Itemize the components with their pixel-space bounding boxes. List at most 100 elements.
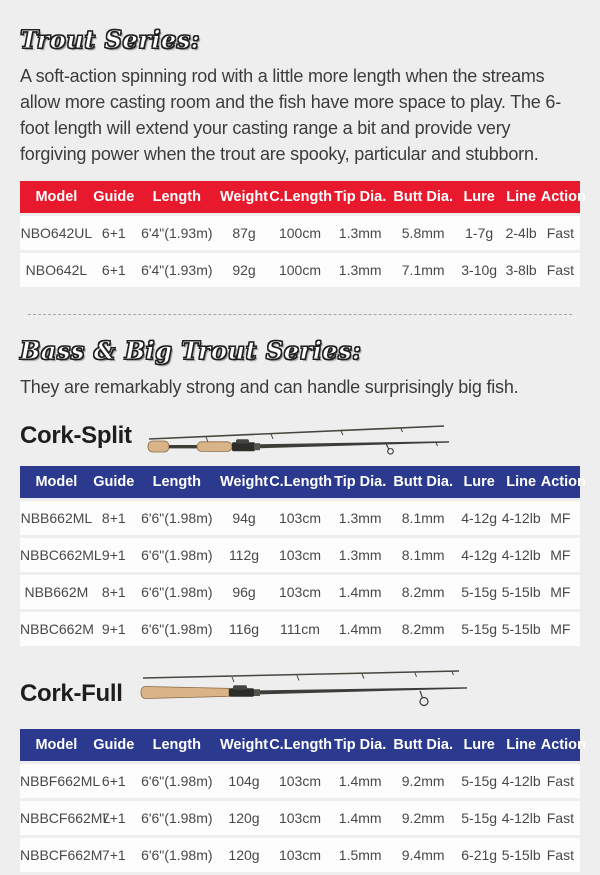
table-cell: 104g <box>218 764 270 798</box>
table-cell: 100cm <box>269 216 331 250</box>
table-row: NBBCF662M 7+1 6'6"(1.98m) 120g 103cm 1.5mm 9.4… <box>20 838 580 872</box>
table-cell: 120g <box>218 801 270 835</box>
table-cell: 103cm <box>269 501 331 535</box>
table-row: NBO642UL 6+1 6'4"(1.93m) 87g 100cm 1.3mm 5.8mm… <box>20 216 580 250</box>
table-cell: NBBC662ML <box>20 538 102 572</box>
table-cell: 7+1 <box>92 838 135 872</box>
table-cell: 6'6"(1.98m) <box>134 538 219 572</box>
table-row: NBO642L 6+1 6'4"(1.93m) 92g 100cm 1.3mm 7.1mm 3… <box>20 253 580 287</box>
table-cell: NBB662M <box>20 575 93 609</box>
table-cell: 6'4"(1.93m) <box>134 253 219 287</box>
trout-series-spec-table: Model Guide Length Weight C.Length Tip Dia. Bu… <box>20 178 586 290</box>
column-header: Weight <box>218 181 270 213</box>
table-cell: 6'6"(1.98m) <box>134 575 219 609</box>
table-cell: 7.1mm <box>389 253 457 287</box>
bass-series-heading: Bass & Big Trout Series: <box>20 336 362 365</box>
table-cell: Fast <box>540 801 580 835</box>
table-cell: 8+1 <box>92 575 135 609</box>
column-header: Tip Dia. <box>330 729 390 761</box>
table-cell: 9.2mm <box>389 801 457 835</box>
column-header: C.Length <box>269 181 332 213</box>
table-row: NBBF662ML 6+1 6'6"(1.98m) 104g 103cm 1.4mm 9.2… <box>20 764 580 798</box>
table-cell: 4-12lb <box>501 501 541 535</box>
table-cell: 111cm <box>269 612 331 646</box>
table-header: Model Guide Length Weight C.Length Tip Dia. Bu… <box>20 466 586 498</box>
table-cell: 103cm <box>269 838 331 872</box>
table-cell: 2-4lb <box>501 216 541 250</box>
column-header: Model <box>20 729 93 761</box>
column-header: Lure <box>456 466 502 498</box>
table-cell: 100cm <box>269 253 331 287</box>
column-header: Weight <box>218 729 270 761</box>
table-cell: 3-10g <box>456 253 502 287</box>
table-cell: 4-12g <box>456 538 502 572</box>
table-cell: 120g <box>218 838 270 872</box>
table-cell: 116g <box>218 612 270 646</box>
column-header: Weight <box>218 466 270 498</box>
table-cell: 5-15g <box>456 801 502 835</box>
table-cell: NBBF662ML <box>20 764 100 798</box>
column-header: Tip Dia. <box>330 181 390 213</box>
table-cell: NBBCF662M <box>20 838 102 872</box>
column-header: C.Length <box>269 466 332 498</box>
table-cell: 5.8mm <box>389 216 457 250</box>
column-header: Lure <box>456 181 502 213</box>
table-cell: 5-15g <box>456 575 502 609</box>
table-cell: Fast <box>540 838 580 872</box>
column-header: Tip Dia. <box>330 466 390 498</box>
column-header: Butt Dia. <box>389 729 457 761</box>
table-cell: 4-12g <box>456 501 502 535</box>
table-cell: 4-12lb <box>501 801 541 835</box>
table-cell: NBO642L <box>20 253 93 287</box>
table-cell: 87g <box>218 216 270 250</box>
table-cell: 103cm <box>269 538 331 572</box>
table-cell: 8.2mm <box>389 612 457 646</box>
column-header: Guide <box>92 181 135 213</box>
table-cell: 6'6"(1.98m) <box>134 838 219 872</box>
cork-full-label: Cork-Full <box>20 679 123 707</box>
column-header: Length <box>134 729 219 761</box>
table-cell: 1.3mm <box>330 501 390 535</box>
table-cell: 1.5mm <box>330 838 390 872</box>
table-cell: 8.1mm <box>389 501 457 535</box>
table-cell: MF <box>540 612 580 646</box>
table-cell: 8.2mm <box>389 575 457 609</box>
table-cell: 92g <box>218 253 270 287</box>
table-cell: 6'6"(1.98m) <box>134 801 219 835</box>
table-header: Model Guide Length Weight C.Length Tip Dia. Bu… <box>20 729 586 761</box>
column-header: Line <box>501 181 541 213</box>
table-cell: 9+1 <box>92 538 135 572</box>
table-cell: MF <box>540 575 580 609</box>
table-cell: 94g <box>218 501 270 535</box>
cork-split-spec-table: Model Guide Length Weight C.Length Tip Dia. Bu… <box>20 463 586 649</box>
table-cell: NBBCF662ML <box>20 801 110 835</box>
trout-series-description: A soft-action spinning rod with a little… <box>20 66 562 164</box>
column-header: Action <box>540 729 586 761</box>
cork-split-label: Cork-Split <box>20 421 132 449</box>
table-cell: Fast <box>540 216 580 250</box>
column-header: Guide <box>92 466 135 498</box>
cork-split-rod-image <box>146 410 451 461</box>
table-cell: 1-7g <box>456 216 502 250</box>
table-cell: 6+1 <box>92 764 135 798</box>
table-cell: 1.4mm <box>330 612 390 646</box>
cork-full-spec-table: Model Guide Length Weight C.Length Tip Dia. Bu… <box>20 726 586 875</box>
table-cell: 112g <box>218 538 270 572</box>
table-cell: 6'6"(1.98m) <box>134 612 219 646</box>
table-cell: 4-12lb <box>501 538 541 572</box>
table-cell: 9+1 <box>92 612 135 646</box>
table-cell: 5-15lb <box>501 612 541 646</box>
dashed-divider <box>28 314 572 315</box>
table-cell: 6'6"(1.98m) <box>134 501 219 535</box>
table-cell: 6+1 <box>92 253 135 287</box>
table-cell: 9.4mm <box>389 838 457 872</box>
table-cell: 5-15lb <box>501 575 541 609</box>
table-row: NBB662ML 8+1 6'6"(1.98m) 94g 103cm 1.3mm 8.1mm… <box>20 501 580 535</box>
cork-full-header-row: Cork-Full <box>20 663 580 724</box>
table-cell: NBBC662M <box>20 612 94 646</box>
column-header: Length <box>134 466 219 498</box>
column-header: Model <box>20 466 93 498</box>
table-cell: 103cm <box>269 801 331 835</box>
table-cell: 1.4mm <box>330 575 390 609</box>
